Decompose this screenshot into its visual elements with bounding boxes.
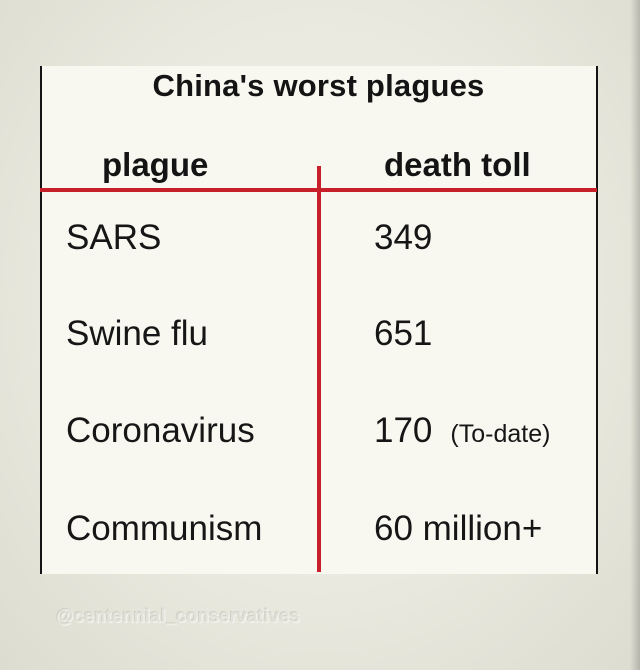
card-left-border <box>40 66 42 574</box>
watermark: @centennial_conservatives <box>56 606 301 626</box>
row-swine-flu-plague: Swine flu <box>66 314 209 353</box>
row-communism-plague: Communism <box>66 509 263 548</box>
column-header-death-toll: death toll <box>384 146 531 183</box>
row-communism-death-toll: 60 million+ <box>374 509 543 548</box>
row-coronavirus-death-toll: 170 <box>374 411 433 450</box>
row-coronavirus-plague: Coronavirus <box>66 411 255 450</box>
row-swine-flu-death-toll: 651 <box>374 314 433 353</box>
table-title: China's worst plagues <box>152 68 485 103</box>
row-coronavirus-death-toll-cell: 170 (To-date) <box>374 411 550 451</box>
row-sars-death-toll: 349 <box>374 218 433 257</box>
row-coronavirus-note: (To-date) <box>450 420 551 448</box>
column-divider <box>317 166 321 572</box>
row-sars-plague: SARS <box>66 218 162 257</box>
column-header-plague: plague <box>102 146 209 183</box>
right-edge-shadow <box>630 0 640 670</box>
card-right-border <box>596 66 598 574</box>
